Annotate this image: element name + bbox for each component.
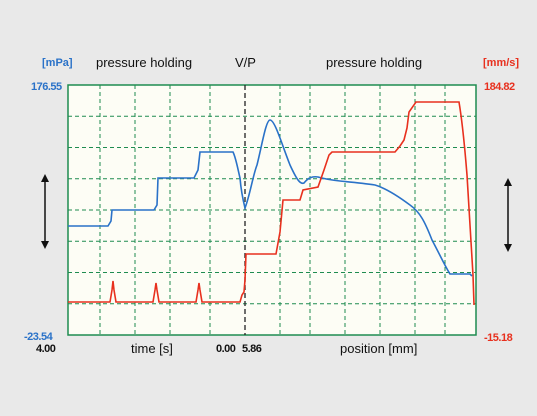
position-axis-label: position [mm] xyxy=(340,341,418,356)
velocity-min-value: -15.18 xyxy=(484,332,513,344)
time-start-value: 4.00 xyxy=(36,343,56,355)
left-section-label: pressure holding xyxy=(96,55,193,70)
velocity-max-value: 184.82 xyxy=(484,81,515,93)
velocity-curve xyxy=(68,101,475,306)
time-axis-label: time [s] xyxy=(131,341,173,356)
pressure-curve xyxy=(68,119,473,277)
pressure-min-value: -23.54 xyxy=(24,331,53,343)
switchover-label: V/P xyxy=(235,55,256,70)
pressure-max-value: 176.55 xyxy=(31,81,62,93)
position-start-value: 5.86 xyxy=(242,343,262,355)
time-end-value: 0.00 xyxy=(216,343,236,355)
pressure-unit-label: [mPa] xyxy=(42,57,73,69)
right-section-label: pressure holding xyxy=(326,55,423,70)
velocity-unit-label: [mm/s] xyxy=(483,57,520,69)
